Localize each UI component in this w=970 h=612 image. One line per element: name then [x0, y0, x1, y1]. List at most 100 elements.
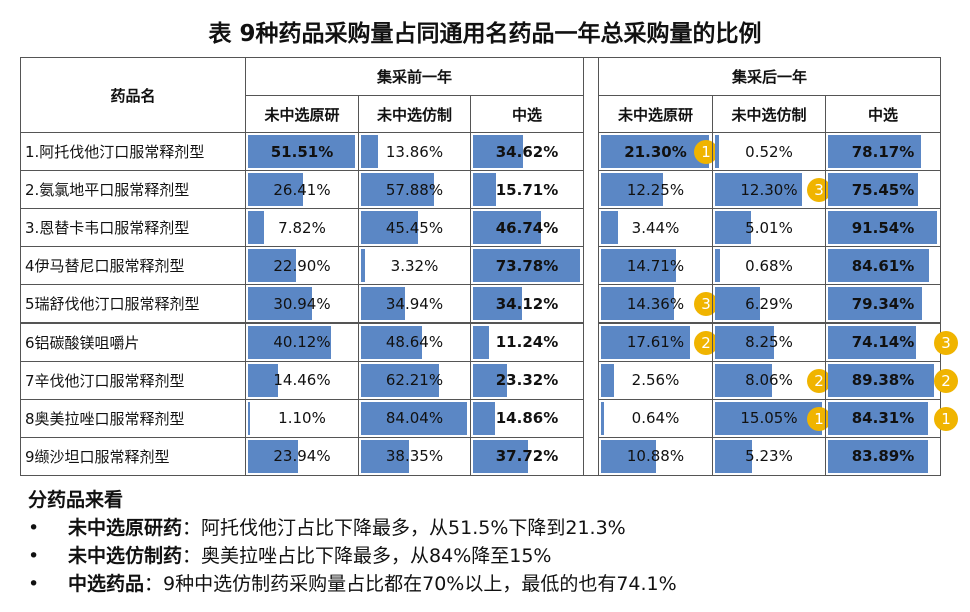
data-bar	[715, 135, 719, 169]
value-label: 12.30%	[740, 180, 798, 199]
data-bar	[248, 325, 332, 359]
data-bar	[715, 401, 822, 435]
rank-badge: 3	[807, 178, 831, 203]
drug-name: 5瑞舒伐他汀口服常释剂型	[20, 284, 246, 324]
data-bar	[248, 401, 251, 435]
drug-name: 1.阿托伐他汀口服常释剂型	[20, 132, 246, 172]
value-label: 34.62%	[495, 142, 559, 161]
data-bar	[601, 135, 709, 169]
note-item: 中选药品：9种中选仿制药采购量占比都在70%以上，最低的也有74.1%	[28, 570, 677, 598]
note-text: ：阿托伐他汀占比下降最多，从51.5%下降到21.3%	[182, 517, 626, 539]
value-cell: 12.25%	[598, 170, 713, 210]
data-bar	[248, 135, 355, 169]
drug-name: 6铝碳酸镁咀嚼片	[20, 322, 246, 362]
value-label: 21.30%	[624, 142, 687, 161]
value-cell: 91.54%	[825, 208, 941, 248]
note-item: 未中选原研药：阿托伐他汀占比下降最多，从51.5%下降到21.3%	[28, 514, 677, 542]
group-header: 集采后一年	[598, 57, 941, 96]
data-bar	[473, 363, 507, 397]
data-bar	[473, 287, 523, 321]
value-cell: 0.52%	[712, 132, 826, 172]
value-cell: 46.74%	[470, 208, 584, 248]
value-cell: 14.36%	[598, 284, 713, 324]
drug-name: 4伊马替尼口服常释剂型	[20, 246, 246, 286]
value-cell: 40.12%	[245, 322, 359, 362]
value-label: 84.04%	[385, 409, 444, 428]
note-lead: 中选药品	[68, 573, 145, 595]
data-bar	[248, 211, 265, 245]
data-bar	[361, 173, 434, 207]
value-cell: 79.34%	[825, 284, 941, 324]
value-cell: 1.10%	[245, 398, 359, 438]
data-bar	[828, 325, 917, 359]
value-label: 51.51%	[270, 142, 334, 161]
value-label: 34.94%	[385, 294, 444, 313]
value-label: 0.68%	[745, 256, 793, 275]
data-bar	[828, 401, 929, 435]
drug-name: 8奥美拉唑口服常释剂型	[20, 398, 246, 438]
data-bar	[601, 439, 657, 473]
note-lead: 未中选仿制药	[68, 545, 183, 567]
value-cell: 5.01%	[712, 208, 826, 248]
note-text: ：奥美拉唑占比下降最多，从84%降至15%	[182, 545, 552, 567]
note-item: 未中选仿制药：奥美拉唑占比下降最多，从84%降至15%	[28, 542, 677, 570]
gap-cell	[583, 57, 599, 476]
value-label: 5.23%	[745, 447, 793, 466]
data-bar	[473, 173, 496, 207]
data-bar	[361, 401, 467, 435]
data-bar	[601, 211, 619, 245]
data-bar	[828, 135, 922, 169]
data-bar	[715, 287, 760, 321]
value-cell: 2.56%	[598, 360, 713, 400]
value-cell: 34.62%	[470, 132, 584, 172]
value-label: 57.88%	[385, 180, 444, 199]
subheader: 中选	[470, 95, 584, 133]
data-bar	[473, 401, 495, 435]
value-cell: 11.24%	[470, 322, 584, 362]
value-label: 1.10%	[278, 409, 326, 428]
value-cell: 10.88%	[598, 436, 713, 476]
value-cell: 6.29%	[712, 284, 826, 324]
rank-badge: 2	[934, 368, 958, 393]
data-bar	[248, 363, 279, 397]
value-cell: 45.45%	[358, 208, 471, 248]
value-label: 78.17%	[851, 142, 915, 161]
value-label: 0.52%	[745, 142, 793, 161]
data-bar	[361, 287, 406, 321]
value-cell: 84.31%	[825, 398, 941, 438]
rank-badge: 1	[807, 406, 831, 431]
value-label: 23.32%	[495, 371, 559, 390]
rank-badge: 2	[694, 330, 718, 355]
data-bar	[473, 211, 541, 245]
value-label: 15.05%	[740, 409, 798, 428]
data-bar	[361, 249, 366, 283]
rank-badge: 2	[807, 368, 831, 393]
data-bar	[473, 135, 524, 169]
value-cell: 73.78%	[470, 246, 584, 286]
value-cell: 26.41%	[245, 170, 359, 210]
data-bar	[601, 325, 691, 359]
value-cell: 34.12%	[470, 284, 584, 324]
value-label: 84.31%	[851, 409, 915, 428]
value-cell: 13.86%	[358, 132, 471, 172]
note-lead: 未中选原研药	[68, 517, 183, 539]
value-label: 14.71%	[626, 256, 685, 275]
value-label: 40.12%	[273, 333, 331, 352]
subheader: 未中选原研	[598, 95, 713, 133]
value-label: 10.88%	[626, 447, 685, 466]
value-label: 91.54%	[851, 218, 915, 237]
value-label: 22.90%	[273, 256, 331, 275]
value-label: 84.61%	[851, 256, 915, 275]
subheader: 未中选仿制	[712, 95, 826, 133]
value-label: 26.41%	[273, 180, 331, 199]
title: 表 9种药品采购量占同通用名药品一年总采购量的比例	[208, 21, 762, 47]
value-label: 73.78%	[495, 256, 559, 275]
value-label: 13.86%	[385, 142, 444, 161]
value-cell: 8.25%	[712, 322, 826, 362]
value-cell: 14.71%	[598, 246, 713, 286]
data-bar	[715, 325, 774, 359]
value-label: 83.89%	[851, 447, 915, 466]
group-header: 集采前一年	[245, 57, 584, 96]
value-cell: 75.45%	[825, 170, 941, 210]
data-bar	[248, 287, 313, 321]
